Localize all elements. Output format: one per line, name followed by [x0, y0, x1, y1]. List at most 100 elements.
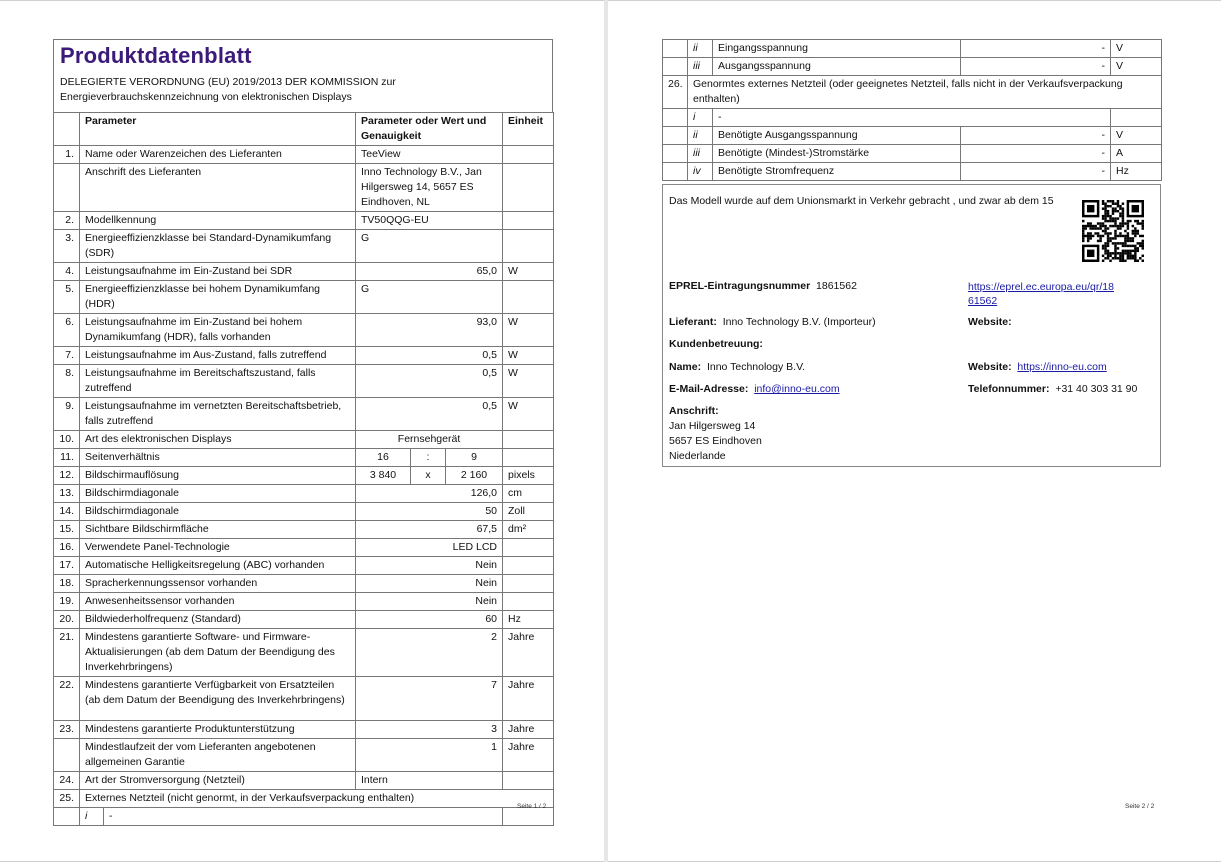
row-value: TV50QQG-EU [354, 211, 504, 230]
table-row: 24. Art der Stromversorgung (Netzteil) Int… [53, 771, 555, 790]
row-parameter: Bildschirmdiagonale [79, 502, 356, 521]
table-header-row: Parameter Parameter oder Wert und Genauig… [53, 112, 555, 146]
row-number [53, 807, 80, 826]
phone-value: +31 40 303 31 90 [1055, 383, 1138, 395]
page-footer-1: Seite 1 / 2 [517, 803, 547, 810]
supplier-label: Lieferant: [669, 316, 717, 328]
table-row: 13. Bildschirmdiagonale 126,0 cm [53, 484, 555, 503]
eprel-info-box: Das Modell wurde auf dem Unionsmarkt in … [662, 184, 1161, 467]
row-unit [502, 280, 555, 314]
row-unit [502, 145, 555, 164]
row-unit: V [1110, 57, 1162, 76]
website-link[interactable]: https://inno-eu.com [1017, 361, 1107, 373]
table-row: ii Benötigte Ausgangsspannung - V [662, 126, 1162, 145]
row-number: 17. [53, 556, 80, 575]
row-value: 65,0 [354, 262, 504, 281]
address-label: Anschrift: [669, 405, 719, 417]
row-number: 20. [53, 610, 80, 629]
table-row: ii Eingangsspannung - V [662, 39, 1162, 58]
email-link[interactable]: info@inno-eu.com [754, 383, 840, 395]
row-parameter: Leistungsaufnahme im Ein-Zustand bei SDR [79, 262, 356, 281]
row-value: - [960, 39, 1111, 58]
eprel-link-line-1[interactable]: https://eprel.ec.europa.eu/qr/18 [968, 281, 1114, 293]
row-number: 2. [53, 211, 80, 230]
name-value: Inno Technology B.V. [706, 361, 806, 373]
eprel-link[interactable]: https://eprel.ec.europa.eu/qr/18 61562 [968, 281, 1114, 307]
row-unit: V [1110, 39, 1162, 58]
row-parameter: Spracherkennungssensor vorhanden [79, 574, 356, 593]
row-parameter: Mindestens garantierte Verfügbarkeit von… [79, 676, 356, 721]
row-parameter: Anwesenheitssensor vorhanden [79, 592, 356, 611]
row-value: 50 [354, 502, 504, 521]
row-value: TeeView [354, 145, 504, 164]
row-parameter: Name oder Warenzeichen des Lieferanten [79, 145, 356, 164]
row-number: 3. [53, 229, 80, 263]
row-parameter: Benötigte Stromfrequenz [712, 162, 961, 181]
supplier-value: Inno Technology B.V. (Importeur) [722, 316, 876, 328]
row-unit: Hz [1110, 162, 1162, 181]
row-number: 16. [53, 538, 80, 557]
row-unit: dm² [502, 520, 555, 539]
row-parameter: Energieeffizienzklasse bei Standard-Dyna… [79, 229, 356, 263]
row-number [53, 163, 80, 212]
row-unit: cm [502, 484, 555, 503]
row-value: - [960, 162, 1111, 181]
row-number [662, 39, 688, 58]
value-separator: x [410, 466, 446, 485]
row-parameter: Art des elektronischen Displays [79, 430, 356, 449]
header-unit: Einheit [502, 112, 555, 146]
row-value: 0,5 [354, 397, 504, 431]
row-number: 1. [53, 145, 80, 164]
row-number: 14. [53, 502, 80, 521]
row-number: 21. [53, 628, 80, 677]
row-parameter: Ausgangsspannung [712, 57, 961, 76]
email-label: E-Mail-Adresse: [669, 383, 749, 395]
row-value: Intern [354, 771, 504, 790]
row-value: 1 [354, 738, 504, 772]
value-part: 2 160 [444, 466, 504, 485]
row-number: 4. [53, 262, 80, 281]
header-value: Parameter oder Wert und Genauigkeit [354, 112, 504, 146]
page-title: Produktdatenblatt [60, 43, 252, 68]
row-number: 11. [53, 448, 80, 467]
website-label-1: Website: [968, 316, 1012, 328]
row-number: 8. [53, 364, 80, 398]
row-parameter: Verwendete Panel-Technologie [79, 538, 356, 557]
qr-code-icon[interactable] [1082, 200, 1144, 262]
row-unit: Jahre [502, 720, 555, 739]
row-roman: i [687, 108, 713, 127]
row-number: 23. [53, 720, 80, 739]
row-unit [502, 556, 555, 575]
row-parameter: Seitenverhältnis [79, 448, 356, 467]
table-row: 3. Energieeffizienzklasse bei Standard-Dy… [53, 229, 555, 263]
eprel-link-line-2[interactable]: 61562 [968, 295, 998, 307]
market-text: Das Modell wurde auf dem Unionsmarkt in … [669, 195, 1054, 207]
row-unit [1110, 108, 1162, 127]
row-number: 22. [53, 676, 80, 721]
row-unit [502, 229, 555, 263]
row-unit: W [502, 346, 555, 365]
product-data-table: Parameter Parameter oder Wert und Genauig… [53, 112, 555, 826]
table-row: 8. Leistungsaufnahme im Bereitschaftszust… [53, 364, 555, 398]
row-unit: W [502, 397, 555, 431]
row-number: 19. [53, 592, 80, 611]
row-unit [502, 574, 555, 593]
row-parameter: Benötigte (Mindest-)Stromstärke [712, 144, 961, 163]
row-parameter: Mindestlaufzeit der vom Lieferanten ange… [79, 738, 356, 772]
row-unit: Jahre [502, 676, 555, 721]
row-number: 13. [53, 484, 80, 503]
row-parameter: Bildschirmauflösung [79, 466, 356, 485]
title-block: Produktdatenblatt DELEGIERTE VERORDNUNG … [53, 39, 553, 113]
website-label-2: Website: [968, 361, 1012, 373]
row-value: G [354, 280, 504, 314]
row-roman: iii [687, 144, 713, 163]
table-row: 25. Externes Netzteil (nicht genormt, in … [53, 789, 555, 808]
row-roman: ii [687, 126, 713, 145]
row-roman: iv [687, 162, 713, 181]
row-unit: W [502, 262, 555, 281]
row-parameter: Art der Stromversorgung (Netzteil) [79, 771, 356, 790]
row-unit [502, 592, 555, 611]
row-value: Nein [354, 556, 504, 575]
row-parameter: Leistungsaufnahme im Ein-Zustand bei hoh… [79, 313, 356, 347]
value-part: 16 [355, 448, 411, 467]
